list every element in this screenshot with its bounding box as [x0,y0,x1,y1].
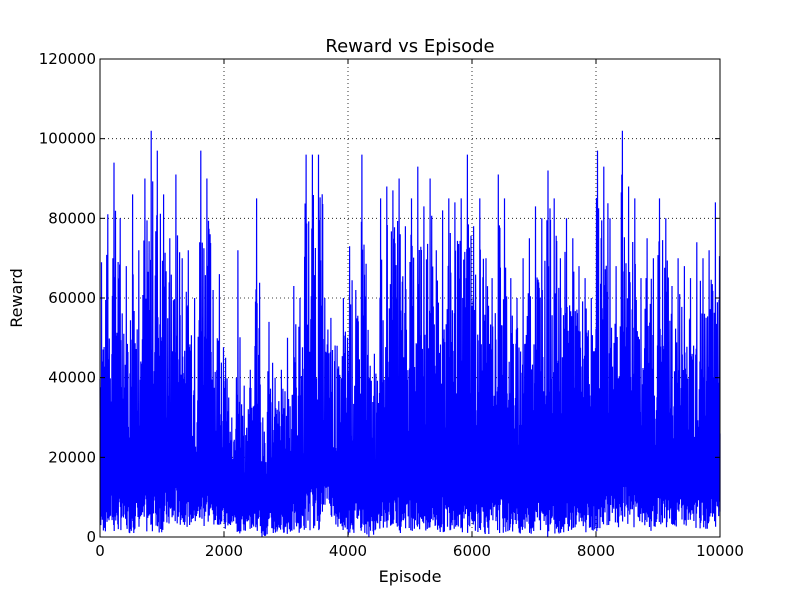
axis-ticks: 0 2000 4000 6000 8000 10000020000400006000080… [39,50,744,560]
series-layer [99,130,721,538]
x-tick-label: 0 [95,542,105,560]
y-tick-label: 20000 [48,448,96,466]
x-tick-label: 8000 [577,542,615,560]
x-axis-label: Episode [379,567,442,586]
x-tick-label: 6000 [453,542,491,560]
y-tick-label: 120000 [39,50,96,68]
y-tick-label: 60000 [48,289,96,307]
y-tick-label: 100000 [39,130,96,148]
chart-title: Reward vs Episode [325,36,494,57]
x-tick-label: 2000 [205,542,243,560]
x-tick-label: 10000 [696,542,744,560]
y-tick-label: 40000 [48,369,96,387]
y-tick-label: 80000 [48,209,96,227]
x-tick-label: 4000 [329,542,367,560]
series-line [99,130,721,538]
y-tick-label: 0 [86,528,96,546]
y-axis-label: Reward [7,268,26,328]
